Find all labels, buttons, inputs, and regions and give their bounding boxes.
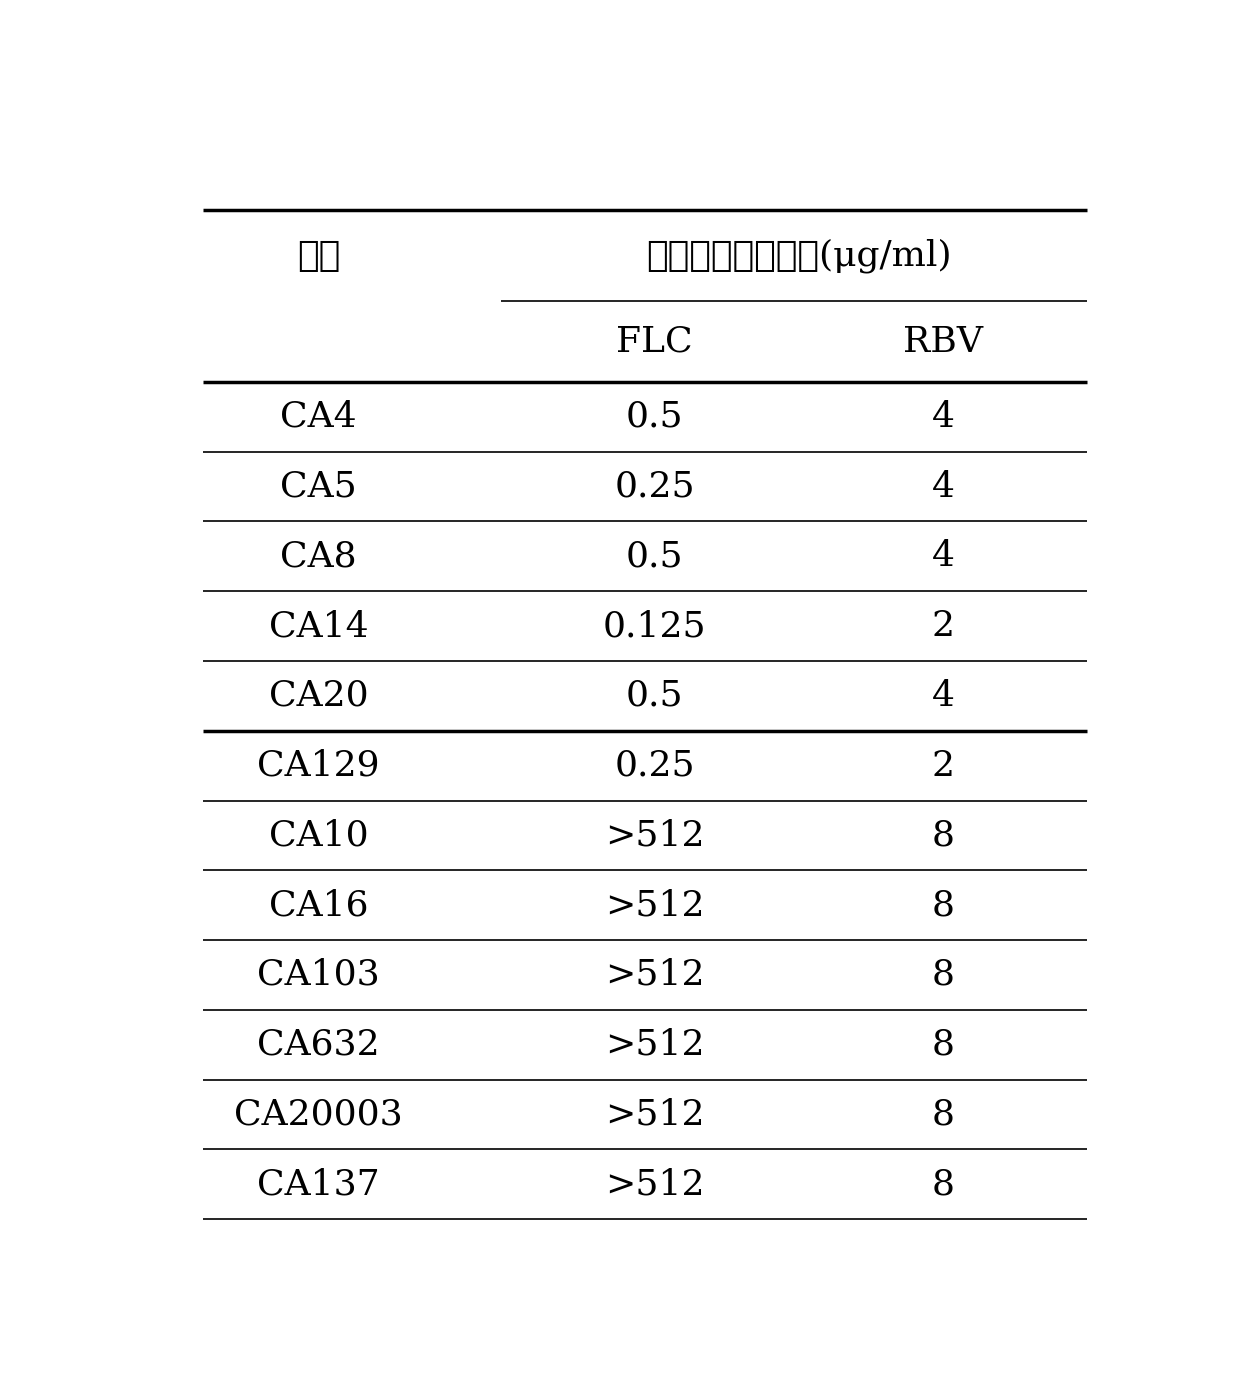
- Text: >512: >512: [605, 1097, 704, 1132]
- Text: CA5: CA5: [280, 470, 357, 503]
- Text: CA632: CA632: [257, 1027, 379, 1062]
- Text: CA10: CA10: [269, 818, 368, 853]
- Text: 0.25: 0.25: [614, 749, 696, 782]
- Text: CA16: CA16: [269, 888, 368, 923]
- Text: 8: 8: [931, 958, 955, 993]
- Text: 4: 4: [931, 539, 955, 573]
- Text: 4: 4: [931, 470, 955, 503]
- Text: >512: >512: [605, 1027, 704, 1062]
- Text: 8: 8: [931, 818, 955, 853]
- Text: >512: >512: [605, 1167, 704, 1202]
- Text: 0.5: 0.5: [626, 400, 683, 434]
- Text: >512: >512: [605, 818, 704, 853]
- Text: CA20003: CA20003: [234, 1097, 403, 1132]
- Text: CA8: CA8: [280, 539, 357, 573]
- Text: 8: 8: [931, 1167, 955, 1202]
- Text: 0.125: 0.125: [603, 609, 707, 643]
- Text: CA20: CA20: [269, 679, 368, 712]
- Text: 2: 2: [931, 749, 955, 782]
- Text: 0.5: 0.5: [626, 679, 683, 712]
- Text: 0.5: 0.5: [626, 539, 683, 573]
- Text: 8: 8: [931, 1027, 955, 1062]
- Text: >512: >512: [605, 958, 704, 993]
- Text: RBV: RBV: [903, 325, 983, 358]
- Text: 菌株: 菌株: [296, 238, 340, 273]
- Text: CA14: CA14: [269, 609, 368, 643]
- Text: 4: 4: [931, 679, 955, 712]
- Text: >512: >512: [605, 888, 704, 923]
- Text: 药物最小抑菌浓度(μg/ml): 药物最小抑菌浓度(μg/ml): [646, 238, 951, 273]
- Text: 8: 8: [931, 888, 955, 923]
- Text: 8: 8: [931, 1097, 955, 1132]
- Text: 0.25: 0.25: [614, 470, 696, 503]
- Text: 4: 4: [931, 400, 955, 434]
- Text: 2: 2: [931, 609, 955, 643]
- Text: CA4: CA4: [280, 400, 357, 434]
- Text: FLC: FLC: [616, 325, 693, 358]
- Text: CA103: CA103: [257, 958, 379, 993]
- Text: CA137: CA137: [257, 1167, 379, 1202]
- Text: CA129: CA129: [257, 749, 379, 782]
